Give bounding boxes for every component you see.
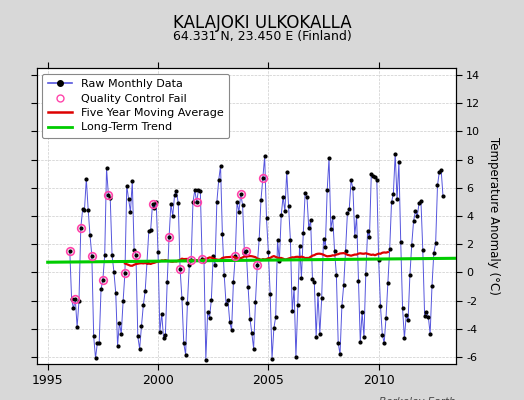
Quality Control Fail <box>89 253 95 258</box>
Raw Monthly Data <box>392 151 398 156</box>
Quality Control Fail <box>72 297 79 302</box>
Line: Five Year Moving Average: Five Year Moving Average <box>125 252 388 266</box>
Raw Monthly Data <box>344 211 351 216</box>
Quality Control Fail <box>199 257 205 262</box>
Raw Monthly Data <box>129 179 135 184</box>
Five Year Moving Average <box>129 263 135 268</box>
Raw Monthly Data <box>264 216 270 221</box>
Quality Control Fail <box>193 200 200 204</box>
Y-axis label: Temperature Anomaly (°C): Temperature Anomaly (°C) <box>487 137 500 295</box>
Line: Raw Monthly Data: Raw Monthly Data <box>70 154 443 360</box>
Quality Control Fail <box>100 277 106 282</box>
Raw Monthly Data <box>67 248 73 253</box>
Raw Monthly Data <box>256 237 263 242</box>
Quality Control Fail <box>232 254 238 258</box>
Legend: Raw Monthly Data, Quality Control Fail, Five Year Moving Average, Long-Term Tren: Raw Monthly Data, Quality Control Fail, … <box>42 74 230 138</box>
Line: Quality Control Fail: Quality Control Fail <box>66 174 267 303</box>
Five Year Moving Average <box>166 259 172 264</box>
Five Year Moving Average <box>254 256 260 261</box>
Raw Monthly Data <box>107 196 113 200</box>
Five Year Moving Average <box>261 257 268 262</box>
Quality Control Fail <box>149 202 156 207</box>
Quality Control Fail <box>133 253 139 258</box>
Quality Control Fail <box>122 270 128 275</box>
Quality Control Fail <box>78 225 84 230</box>
Raw Monthly Data <box>166 235 172 240</box>
Quality Control Fail <box>166 235 172 240</box>
Five Year Moving Average <box>342 251 348 256</box>
Quality Control Fail <box>243 249 249 254</box>
Quality Control Fail <box>188 258 194 263</box>
Quality Control Fail <box>254 262 260 267</box>
Quality Control Fail <box>237 192 244 197</box>
Text: Berkeley Earth: Berkeley Earth <box>379 396 456 400</box>
Raw Monthly Data <box>440 194 446 199</box>
Text: KALAJOKI ULKOKALLA: KALAJOKI ULKOKALLA <box>173 14 351 32</box>
Raw Monthly Data <box>203 357 209 362</box>
Quality Control Fail <box>260 176 266 181</box>
Quality Control Fail <box>105 192 112 197</box>
Quality Control Fail <box>67 248 73 253</box>
Text: 64.331 N, 23.450 E (Finland): 64.331 N, 23.450 E (Finland) <box>172 30 352 43</box>
Quality Control Fail <box>177 267 183 272</box>
